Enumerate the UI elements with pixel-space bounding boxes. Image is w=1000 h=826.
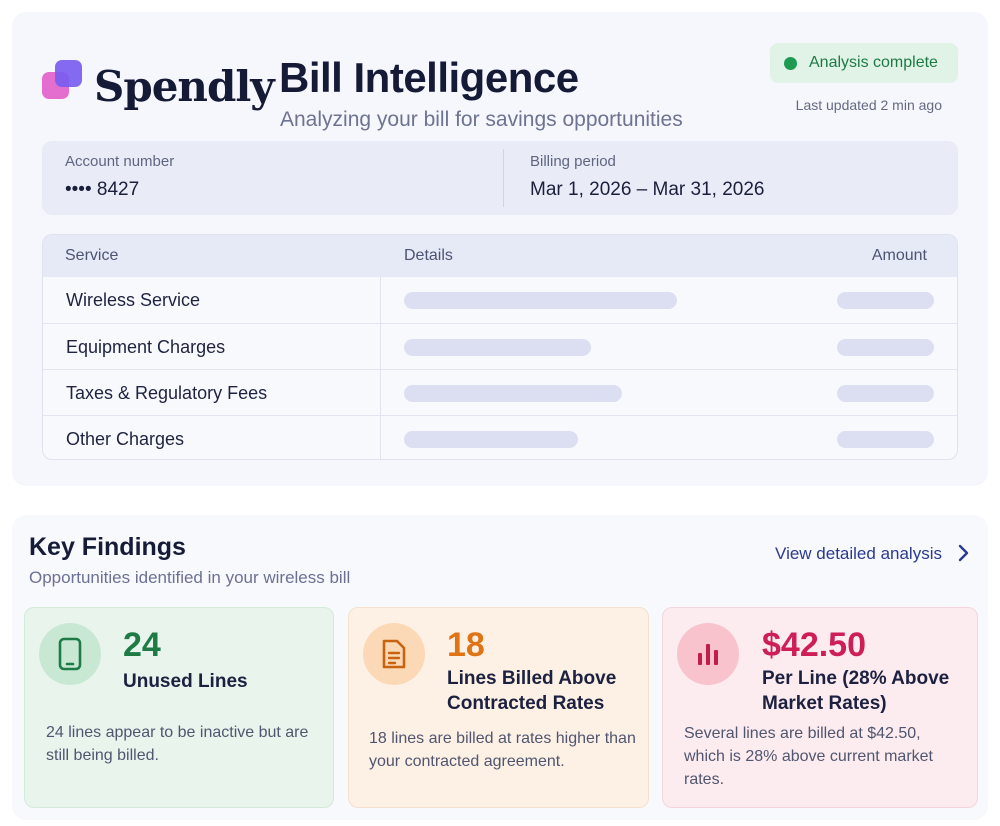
finding-card-unused-lines[interactable]: 24 Unused Lines 24 lines appear to be in… xyxy=(24,607,334,808)
section-title: Key Findings xyxy=(29,533,186,561)
column-header-service: Service xyxy=(65,247,119,264)
finding-description: 24 lines appear to be inactive but are s… xyxy=(46,724,309,764)
spendly-logo-icon xyxy=(42,60,86,104)
amount-placeholder xyxy=(837,292,934,309)
service-name: Equipment Charges xyxy=(66,337,226,357)
table-row[interactable]: Equipment Charges xyxy=(43,323,957,369)
finding-value: 24 xyxy=(123,626,161,664)
service-name: Wireless Service xyxy=(66,290,201,310)
finding-description: 18 lines are billed at rates higher than… xyxy=(369,730,636,770)
status-text: Analysis complete xyxy=(809,54,938,71)
details-placeholder xyxy=(404,292,677,309)
page-title: Bill Intelligence xyxy=(279,54,579,101)
column-header-amount: Amount xyxy=(871,247,927,264)
status-dot-icon xyxy=(784,56,797,70)
service-name: Other Charges xyxy=(66,429,185,449)
table-header: Service Details Amount xyxy=(43,235,957,277)
table-row[interactable]: Taxes & Regulatory Fees xyxy=(43,369,957,415)
billing-period-group: Billing period Mar 1, 2026 – Mar 31, 202… xyxy=(530,153,764,201)
details-placeholder xyxy=(404,385,622,402)
account-number-group: Account number •••• 8427 xyxy=(65,153,174,201)
billing-period-label: Billing period xyxy=(530,153,616,170)
column-header-details: Details xyxy=(404,247,453,264)
amount-placeholder xyxy=(837,385,934,402)
chevron-right-icon[interactable] xyxy=(954,542,974,564)
document-icon xyxy=(363,623,425,685)
phone-icon xyxy=(39,623,101,685)
details-placeholder xyxy=(404,431,578,448)
last-updated-text: Last updated 2 min ago xyxy=(795,97,942,113)
finding-value: $42.50 xyxy=(762,626,866,664)
amount-placeholder xyxy=(837,431,934,448)
account-number-label: Account number xyxy=(65,153,175,170)
finding-card-market-rate[interactable]: $42.50 Per Line (28% Above Market Rates)… xyxy=(662,607,978,808)
finding-label: Lines Billed Above Contracted Rates xyxy=(447,668,617,714)
section-subtitle: Opportunities identified in your wireles… xyxy=(29,568,351,587)
bar-chart-icon xyxy=(677,623,739,685)
account-number-value: •••• 8427 xyxy=(65,179,140,200)
divider xyxy=(503,149,504,207)
bill-summary-card: Spendly Bill Intelligence Analyzing your… xyxy=(12,12,988,486)
finding-label: Unused Lines xyxy=(123,671,248,692)
table-row[interactable]: Wireless Service xyxy=(43,277,957,323)
account-info-panel: Account number •••• 8427 Billing period … xyxy=(42,141,958,215)
amount-placeholder xyxy=(837,339,934,356)
finding-label: Per Line (28% Above Market Rates) xyxy=(762,668,950,714)
billing-period-value: Mar 1, 2026 – Mar 31, 2026 xyxy=(530,179,765,200)
table-body: Wireless Service Equipment Charges Taxes… xyxy=(43,277,957,459)
finding-value: 18 xyxy=(447,626,485,664)
view-detailed-analysis-link[interactable]: View detailed analysis xyxy=(775,544,942,563)
finding-description: Several lines are billed at $42.50, whic… xyxy=(684,725,933,788)
details-placeholder xyxy=(404,339,591,356)
key-findings-section: Key Findings Opportunities identified in… xyxy=(12,515,988,820)
finding-card-above-contract[interactable]: 18 Lines Billed Above Contracted Rates 1… xyxy=(348,607,649,808)
status-badge: Analysis complete xyxy=(770,43,958,83)
table-row[interactable]: Other Charges xyxy=(43,415,957,459)
service-name: Taxes & Regulatory Fees xyxy=(66,383,268,403)
charges-table: Service Details Amount Wireless Service … xyxy=(42,234,958,460)
brand-name: Spendly xyxy=(94,62,275,111)
page-subtitle: Analyzing your bill for savings opportun… xyxy=(280,108,683,131)
